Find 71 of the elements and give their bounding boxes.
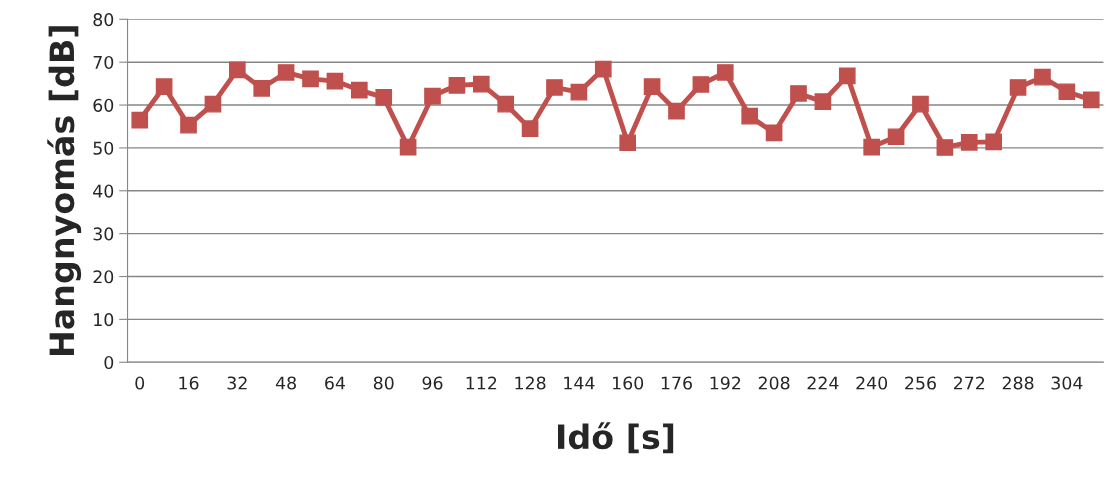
x-tick-label: 80	[373, 376, 394, 390]
point	[204, 95, 222, 113]
point	[594, 60, 612, 78]
point	[497, 95, 515, 113]
x-tick-label: 240	[856, 376, 888, 390]
x-tick-label: 16	[179, 376, 199, 390]
point	[741, 107, 759, 125]
point	[253, 80, 271, 97]
point	[155, 78, 173, 95]
x-tick-label: 0	[135, 376, 145, 390]
point	[472, 75, 490, 93]
point	[350, 81, 368, 99]
point	[838, 67, 856, 85]
y-tick-label: 50	[93, 141, 114, 155]
point	[302, 70, 319, 88]
point	[570, 83, 588, 101]
x-tick-label: 48	[275, 376, 296, 390]
x-tick-label: 176	[661, 376, 692, 390]
point	[1058, 83, 1076, 101]
y-tick-label: 10	[94, 313, 114, 327]
y-tick-label: 80	[93, 13, 114, 27]
point	[985, 133, 1002, 151]
x-tick-label: 64	[325, 376, 345, 390]
point	[619, 134, 637, 152]
point	[326, 72, 344, 90]
y-tick-label: 20	[93, 270, 114, 284]
point	[887, 128, 905, 146]
y-tick-label: 30	[93, 227, 114, 241]
x-axis-title: Idő [s]	[558, 422, 674, 454]
x-tick-label: 272	[953, 376, 985, 390]
y-axis-title: Hangnyomás [dB]	[47, 26, 82, 356]
point	[1034, 68, 1051, 86]
point	[814, 93, 832, 110]
point	[790, 85, 807, 102]
x-tick-label: 128	[515, 376, 546, 390]
point	[863, 138, 881, 156]
x-tick-label: 224	[807, 376, 839, 390]
point	[643, 78, 661, 95]
x-tick-label: 192	[710, 376, 741, 390]
point	[131, 111, 149, 129]
x-tick-label: 112	[466, 376, 497, 390]
point	[424, 87, 441, 105]
x-tick-label: 208	[758, 376, 790, 390]
point	[765, 124, 783, 142]
x-tick-label: 96	[422, 376, 443, 390]
point	[912, 95, 929, 113]
point	[228, 61, 246, 79]
point	[716, 64, 734, 81]
x-tick-label: 160	[613, 376, 644, 390]
point	[546, 79, 563, 96]
y-tick-label: 60	[93, 98, 114, 112]
point	[180, 116, 197, 134]
y-tick-label: 0	[104, 355, 114, 370]
point	[448, 77, 466, 94]
y-tick-label: 70	[93, 55, 114, 70]
x-tick-label: 288	[1002, 376, 1034, 390]
point	[936, 139, 954, 156]
point	[277, 64, 295, 81]
x-tick-label: 144	[564, 376, 595, 390]
x-tick-label: 304	[1051, 376, 1083, 390]
point	[692, 76, 710, 93]
point	[1082, 91, 1100, 109]
point	[521, 120, 539, 137]
point	[960, 134, 978, 151]
point	[399, 138, 417, 156]
x-tick-label: 32	[227, 376, 247, 390]
point	[668, 102, 685, 120]
point	[375, 89, 393, 106]
point	[1009, 79, 1027, 96]
x-tick-label: 256	[905, 376, 936, 390]
y-tick-label: 40	[93, 184, 114, 198]
